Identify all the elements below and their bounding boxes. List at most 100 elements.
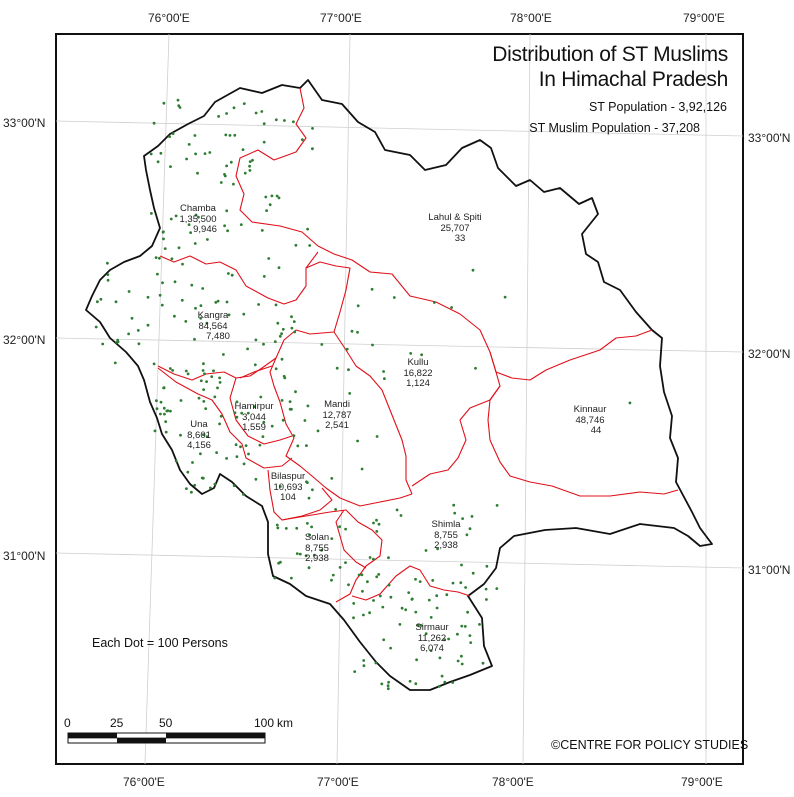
population-dot bbox=[257, 303, 260, 306]
population-dot bbox=[399, 514, 403, 517]
population-dot bbox=[304, 554, 308, 558]
population-dot bbox=[193, 134, 197, 137]
population-dot bbox=[478, 623, 481, 626]
district-label-kangra: Kangra 84,564 7,480 bbox=[196, 310, 230, 343]
population-dot bbox=[199, 304, 203, 307]
population-dot bbox=[356, 330, 359, 334]
population-dot bbox=[277, 196, 281, 200]
population-dot bbox=[268, 203, 272, 207]
population-dot bbox=[174, 214, 178, 218]
population-dot bbox=[371, 343, 374, 347]
population-dot bbox=[162, 101, 166, 105]
population-dot bbox=[171, 369, 175, 372]
district-st-population: 25,707 bbox=[440, 222, 470, 234]
population-dot bbox=[101, 342, 105, 346]
population-dot bbox=[470, 515, 474, 518]
population-dot bbox=[187, 143, 191, 146]
population-dot bbox=[193, 242, 197, 245]
population-dot bbox=[471, 268, 475, 272]
population-dot bbox=[215, 451, 219, 454]
population-dot bbox=[248, 169, 252, 172]
population-dot bbox=[241, 148, 245, 152]
population-dot bbox=[274, 118, 278, 122]
population-dot bbox=[352, 616, 355, 620]
population-dot bbox=[387, 556, 390, 560]
population-dot bbox=[254, 477, 258, 481]
population-dot bbox=[320, 548, 323, 552]
population-dot bbox=[372, 557, 375, 561]
population-dot bbox=[392, 296, 396, 299]
population-dot bbox=[262, 420, 266, 424]
population-dot bbox=[205, 321, 209, 325]
population-dot bbox=[152, 362, 156, 366]
population-dot bbox=[248, 160, 252, 164]
population-dot bbox=[350, 329, 354, 333]
district-name: Chamba bbox=[180, 203, 216, 214]
population-dot bbox=[113, 361, 117, 365]
population-dot bbox=[216, 386, 219, 390]
population-dot bbox=[451, 681, 455, 684]
district-label-hamirpur: Hamirpur 3,044 1,559 bbox=[234, 401, 273, 434]
population-dot bbox=[360, 573, 364, 577]
population-dot bbox=[179, 433, 182, 437]
longitude-label-bottom-77: 77°00'E bbox=[317, 775, 359, 789]
population-dot bbox=[281, 327, 285, 331]
district-name: Una bbox=[190, 419, 208, 430]
population-dot bbox=[277, 266, 281, 269]
district-label-sirmaur: Sirmaur 11,262 6,074 bbox=[415, 622, 448, 655]
population-dot bbox=[382, 370, 385, 373]
population-dot bbox=[186, 470, 190, 474]
population-dot bbox=[344, 561, 347, 564]
population-dot bbox=[242, 312, 246, 316]
scale-unit: km bbox=[277, 716, 293, 730]
scale-label-100: 100 bbox=[254, 716, 275, 730]
population-dot bbox=[213, 482, 217, 486]
population-dot bbox=[295, 526, 299, 530]
population-dot bbox=[281, 418, 285, 422]
population-dot bbox=[218, 422, 222, 426]
population-dot bbox=[146, 295, 150, 299]
population-dot bbox=[184, 320, 188, 323]
population-dot bbox=[382, 638, 386, 642]
population-dot bbox=[161, 281, 164, 285]
population-dot bbox=[484, 587, 488, 591]
population-dot bbox=[452, 503, 456, 507]
latitude-label-right-31: 31°00'N bbox=[748, 563, 791, 577]
population-dot bbox=[334, 508, 337, 511]
population-dot bbox=[159, 400, 163, 404]
population-dot bbox=[459, 581, 463, 585]
longitude-label-bottom-79: 79°00'E bbox=[681, 775, 723, 789]
population-dot bbox=[375, 435, 379, 438]
population-dot bbox=[106, 278, 110, 282]
population-dot bbox=[235, 400, 239, 404]
population-dot bbox=[377, 573, 381, 576]
population-dot bbox=[180, 298, 184, 302]
population-dot bbox=[199, 316, 203, 320]
population-dot bbox=[279, 485, 282, 488]
population-dot bbox=[114, 300, 118, 304]
population-dot bbox=[217, 115, 221, 118]
population-dot bbox=[212, 369, 215, 373]
population-dot bbox=[202, 400, 206, 403]
population-dot bbox=[164, 430, 168, 434]
population-dot bbox=[344, 527, 347, 531]
population-dot bbox=[168, 367, 172, 370]
district-boundaries bbox=[157, 87, 679, 603]
population-dot bbox=[206, 238, 209, 241]
population-dot bbox=[460, 624, 464, 628]
population-dot bbox=[308, 533, 311, 537]
population-dot bbox=[288, 400, 292, 403]
population-dot bbox=[205, 380, 209, 383]
district-label-lahul-spiti: Lahul & Spiti 25,707 33 bbox=[428, 212, 481, 245]
population-dot bbox=[116, 338, 120, 342]
population-dot bbox=[429, 649, 433, 652]
population-dot bbox=[381, 605, 385, 609]
population-dot bbox=[374, 661, 378, 665]
district-st-population: 84,564 bbox=[198, 320, 228, 332]
population-dot bbox=[347, 583, 350, 587]
population-dot bbox=[264, 195, 268, 199]
population-dot bbox=[352, 602, 356, 605]
population-dot bbox=[414, 610, 418, 614]
population-dot bbox=[290, 315, 293, 319]
population-dot bbox=[159, 151, 163, 155]
